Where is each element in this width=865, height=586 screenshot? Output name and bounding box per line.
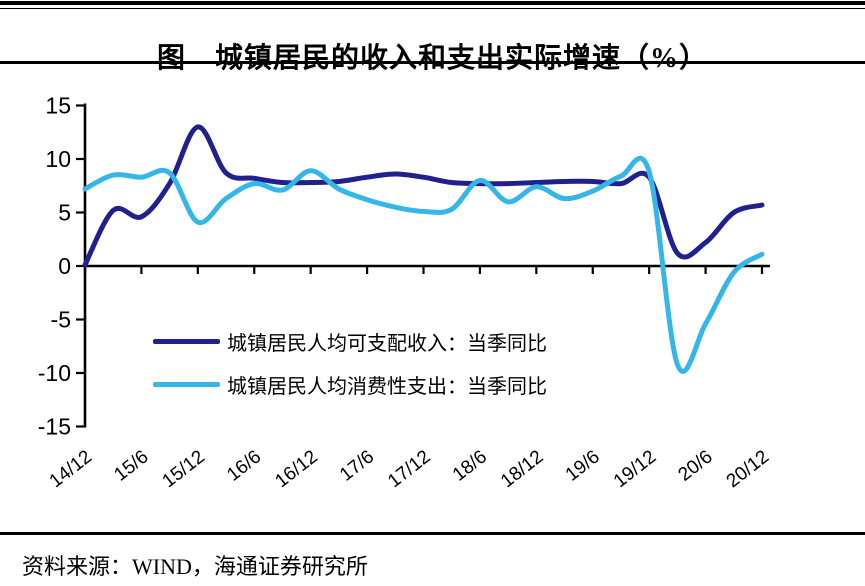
x-axis-tick-label: 15/6 bbox=[110, 446, 152, 485]
top-rule-thin bbox=[0, 8, 865, 9]
x-axis-tick-label: 20/6 bbox=[675, 446, 717, 485]
chart-title: 图 城镇居民的收入和支出实际增速（%） bbox=[156, 42, 708, 74]
y-axis-tick-label: -15 bbox=[38, 414, 71, 440]
x-axis-tick-label: 16/6 bbox=[223, 446, 265, 485]
expenditure-series-line bbox=[82, 155, 765, 374]
y-axis-tick-label: 15 bbox=[45, 93, 71, 119]
y-axis-tick-label: 5 bbox=[58, 200, 71, 226]
x-axis-tick-label: 20/12 bbox=[723, 446, 773, 492]
income-line-swatch bbox=[153, 338, 220, 344]
y-axis-tick-label: 0 bbox=[58, 253, 71, 279]
y-axis-tick-label: -5 bbox=[51, 307, 71, 333]
title-divider-rule bbox=[0, 61, 865, 64]
legend-item-income: 城镇居民人均可支配收入：当季同比 bbox=[153, 328, 547, 355]
x-axis-tick-label: 18/12 bbox=[497, 446, 547, 492]
x-axis-tick-label: 16/12 bbox=[271, 446, 321, 492]
y-axis-tick-label: 10 bbox=[45, 146, 71, 172]
x-axis-tick-label: 17/12 bbox=[384, 446, 434, 492]
x-axis-tick-label: 14/12 bbox=[46, 446, 96, 492]
y-axis-tick-label: -10 bbox=[38, 360, 71, 386]
source-note: 资料来源：WIND，海通证券研究所 bbox=[22, 554, 368, 579]
top-rule-thick bbox=[0, 1, 865, 5]
income-line-label: 城镇居民人均可支配收入：当季同比 bbox=[227, 332, 547, 355]
x-axis-tick-label: 19/6 bbox=[562, 446, 604, 485]
expenditure-line-label: 城镇居民人均消费性支出：当季同比 bbox=[227, 375, 547, 398]
x-axis-tick-label: 18/6 bbox=[449, 446, 491, 485]
chart-legend: 城镇居民人均可支配收入：当季同比 城镇居民人均消费性支出：当季同比 bbox=[153, 328, 547, 414]
x-axis-tick-label: 15/12 bbox=[159, 446, 209, 492]
x-axis-tick-label: 17/6 bbox=[336, 446, 378, 485]
expenditure-line-swatch bbox=[153, 381, 220, 387]
x-axis-tick-label: 19/12 bbox=[610, 446, 660, 492]
line-chart: 15 10 5 0 -5 -10 -15 14/12 15/6 15/12 16/6 16/12 17/… bbox=[38, 93, 773, 493]
legend-item-expenditure: 城镇居民人均消费性支出：当季同比 bbox=[153, 371, 547, 398]
footer-divider-rule bbox=[0, 532, 865, 535]
